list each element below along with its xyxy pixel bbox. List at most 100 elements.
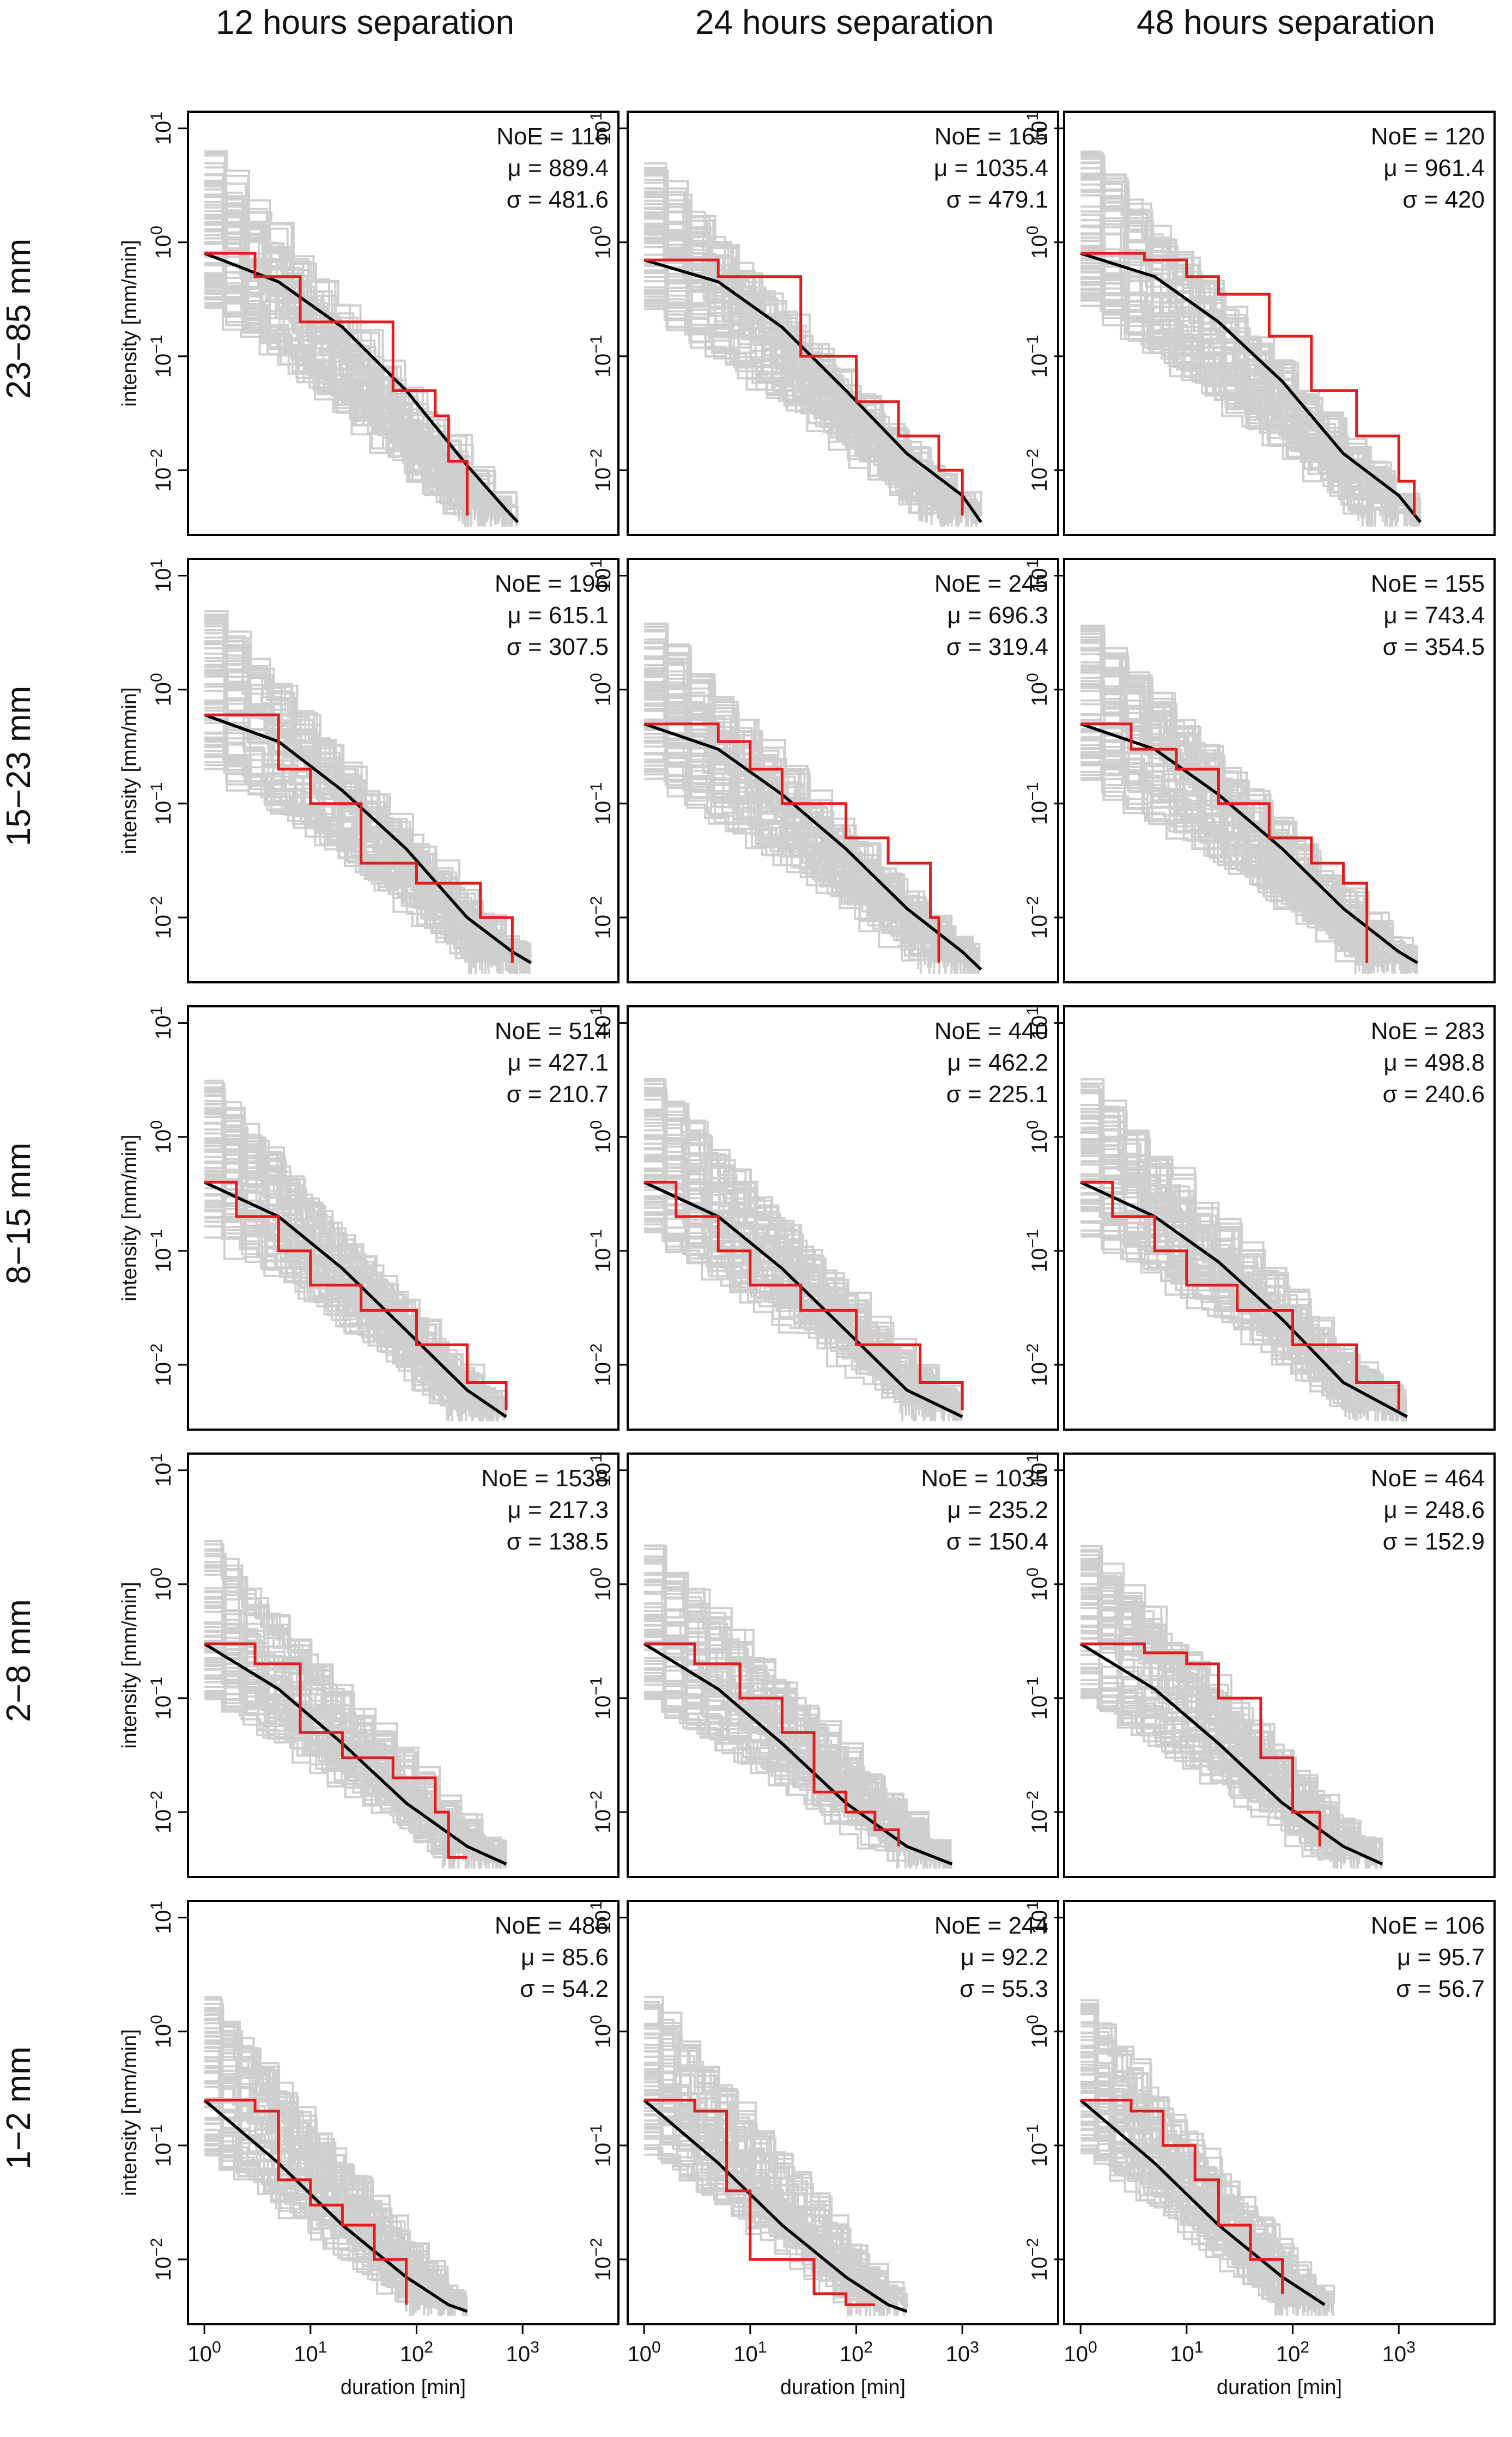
event-curve xyxy=(644,2147,898,2304)
event-curve xyxy=(1080,2087,1298,2316)
stat-mu: μ = 961.4 xyxy=(1383,155,1485,181)
event-curve xyxy=(1080,191,1406,526)
stat-sigma: σ = 240.6 xyxy=(1383,1081,1485,1108)
event-curve xyxy=(644,1223,946,1414)
event-curve xyxy=(204,2086,454,2316)
event-curve xyxy=(204,280,470,527)
panel-frame xyxy=(1063,111,1496,536)
x-axis-label: duration [min] xyxy=(780,2376,906,2399)
y-tick-label: 10−1 xyxy=(148,1230,175,1273)
example-event-curve xyxy=(644,1181,964,1411)
y-tick-label: 10−1 xyxy=(148,1677,175,1720)
stat-noe: NoE = 106 xyxy=(1371,1912,1485,1939)
panel-r3-c0: 101 100 10−1 10−2 intensity [mm/min] NoE = 15… xyxy=(118,1453,620,1878)
example-event-curve xyxy=(1080,1642,1321,1846)
y-tick-label: 100 xyxy=(1024,1567,1052,1601)
event-curve xyxy=(1080,1229,1363,1414)
panel-frame xyxy=(187,558,620,983)
event-curve xyxy=(1080,719,1367,974)
stat-sigma: σ = 481.6 xyxy=(507,186,609,213)
panel-plot-area xyxy=(643,1078,964,1421)
y-tick-label: 10−2 xyxy=(1024,2238,1052,2281)
y-tick-label: 100 xyxy=(148,226,175,259)
stat-noe: NoE = 196 xyxy=(495,570,609,597)
stat-sigma: σ = 319.4 xyxy=(946,634,1048,660)
y-tick-label: 10−2 xyxy=(587,896,615,939)
example-event-curve xyxy=(644,2099,875,2306)
y-tick-label: 10−2 xyxy=(148,1791,175,1834)
y-tick-label: 101 xyxy=(587,1454,615,1487)
event-curve xyxy=(644,1544,928,1869)
example-event-curve xyxy=(1080,252,1416,516)
event-curve xyxy=(204,1173,450,1421)
y-tick-label: 10−2 xyxy=(1024,449,1052,492)
y-tick-label: 101 xyxy=(1024,112,1052,145)
y-tick-label: 101 xyxy=(587,1901,615,1934)
panel-plot-area xyxy=(204,1079,508,1421)
event-curve xyxy=(1080,157,1411,519)
event-curve xyxy=(644,270,945,514)
event-curve xyxy=(644,1613,939,1863)
panel-r0-c0: 101 100 10−1 10−2 intensity [mm/min] NoE = 11… xyxy=(118,111,620,536)
y-tick-label: 10−2 xyxy=(587,1791,615,1834)
event-curve xyxy=(644,173,969,521)
example-event-curve xyxy=(204,1181,508,1411)
event-curve xyxy=(204,1225,477,1414)
y-tick-label: 101 xyxy=(1024,1006,1052,1040)
panel-plot-area xyxy=(1080,150,1422,527)
event-curve xyxy=(1080,1690,1321,1862)
event-curve xyxy=(644,2130,878,2312)
example-event-curve xyxy=(644,722,940,963)
event-curve xyxy=(1080,633,1418,970)
mean-curve xyxy=(1080,1181,1408,1418)
event-curve xyxy=(1080,291,1376,527)
stat-mu: μ = 248.6 xyxy=(1383,1497,1485,1523)
example-event-curve xyxy=(1080,2099,1284,2294)
stat-sigma: σ = 152.9 xyxy=(1383,1528,1485,1555)
stat-mu: μ = 498.8 xyxy=(1383,1049,1485,1076)
panel-plot-area xyxy=(203,1540,507,1869)
y-tick-label: 10−2 xyxy=(148,1344,175,1387)
event-curve xyxy=(1080,2022,1304,2314)
example-event-curve xyxy=(1080,722,1369,963)
event-curve xyxy=(1080,1565,1376,1863)
y-tick-label: 10−1 xyxy=(587,1677,615,1720)
panel-r1-c2: 101 100 10−1 10−2 NoE = 155 μ = 743.4 σ = 354.… xyxy=(1024,558,1496,983)
y-tick-label: 101 xyxy=(1024,1901,1052,1934)
y-tick-label: 10−1 xyxy=(587,1230,615,1273)
panel-frame xyxy=(187,111,620,536)
panel-r1-c1: 101 100 10−1 10−2 NoE = 245 μ = 696.3 σ = 319.… xyxy=(587,558,1059,983)
y-tick-label: 101 xyxy=(587,559,615,592)
y-tick-label: 101 xyxy=(587,112,615,145)
stat-sigma: σ = 307.5 xyxy=(507,634,609,660)
panel-plot-area xyxy=(204,610,532,974)
stat-sigma: σ = 225.1 xyxy=(946,1081,1048,1108)
panel-r0-c1: 101 100 10−1 10−2 NoE = 165 μ = 1035.4 σ = 479… xyxy=(587,111,1059,536)
y-tick-label: 100 xyxy=(1024,673,1052,706)
event-curve xyxy=(204,2123,467,2316)
y-tick-label: 101 xyxy=(1024,1454,1052,1487)
event-curve xyxy=(644,1078,930,1418)
y-tick-label: 101 xyxy=(148,1454,175,1487)
panel-plot-area xyxy=(1079,1545,1383,1869)
panel-frame xyxy=(627,111,1059,536)
event-curve xyxy=(644,1129,958,1421)
y-tick-label: 100 xyxy=(148,673,175,706)
panel-plot-area xyxy=(643,1544,953,1869)
event-curve xyxy=(204,2136,463,2307)
panel-frame xyxy=(1063,1453,1496,1878)
event-curve xyxy=(204,290,466,527)
x-tick-label: 100 xyxy=(188,2338,221,2366)
y-tick-label: 10−2 xyxy=(148,896,175,939)
stat-sigma: σ = 54.2 xyxy=(520,1976,609,2002)
event-curve xyxy=(1080,779,1402,972)
panel-plot-area xyxy=(204,150,519,527)
x-tick-label: 100 xyxy=(628,2338,661,2366)
y-tick-label: 100 xyxy=(1024,2015,1052,2048)
event-curve xyxy=(1080,1192,1389,1413)
panel-r1-c0: 101 100 10−1 10−2 intensity [mm/min] NoE = 19… xyxy=(118,558,620,983)
stat-mu: μ = 235.2 xyxy=(947,1497,1048,1523)
event-curve xyxy=(204,753,487,974)
event-curve xyxy=(644,298,933,525)
